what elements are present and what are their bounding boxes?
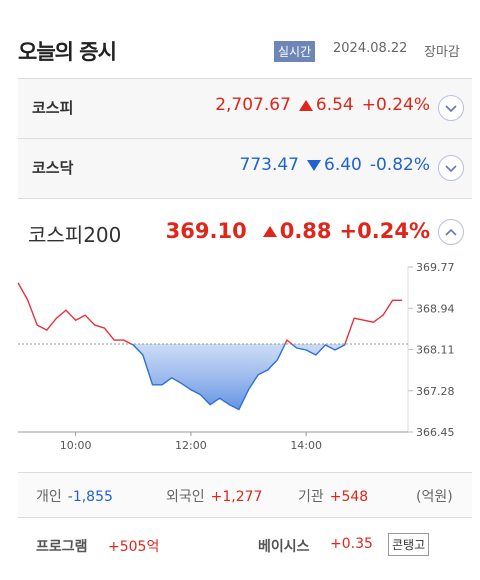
x-tick-label: 10:00 [60, 439, 92, 452]
price-line [17, 282, 403, 411]
index-value: 2,707.67 [215, 95, 291, 115]
index-name: 코스피200 [28, 223, 122, 247]
area-below-reference [131, 344, 345, 410]
index-change: 0.88 [262, 219, 332, 243]
basis-label: 베이시스 [258, 539, 310, 555]
chevron-line [445, 228, 457, 236]
investor-label: 개인 [36, 489, 62, 505]
up-arrow [298, 100, 313, 111]
down-arrow [307, 160, 321, 171]
change-amount: 0.88 [279, 219, 332, 243]
toggle-button[interactable] [438, 219, 464, 245]
change-amount: 6.54 [315, 95, 354, 115]
index-name: 코스닥 [32, 159, 74, 177]
investor: 기관 +548 [298, 486, 368, 506]
investor-label: 기관 [298, 489, 324, 505]
change-rate: +0.24% [339, 219, 430, 243]
date: 2024.08.22 [333, 41, 408, 56]
chevron [445, 105, 457, 113]
change-amount: 6.40 [324, 155, 362, 175]
toggle-button[interactable] [438, 95, 464, 121]
program-label: 프로그램 [36, 539, 88, 555]
arrow-shape [298, 100, 313, 111]
investor-value: +1,277 [210, 489, 263, 505]
arrow-shape [307, 160, 321, 171]
index-values: 773.47 6.40 -0.82% [240, 155, 430, 175]
investor: 개인 -1,855 [36, 486, 113, 506]
x-tick-label: 12:00 [175, 439, 207, 452]
investor-value: -1,855 [67, 489, 113, 505]
y-tick-label: 367.28 [416, 385, 455, 398]
index-value: 369.10 [165, 219, 247, 243]
widget-title: 오늘의 증시 [18, 40, 117, 64]
index-row: 코스피200 369.10 0.88 +0.24% [18, 198, 472, 267]
investor-value: +548 [329, 489, 369, 505]
chevron [445, 165, 457, 173]
arrow-shape [262, 226, 277, 237]
toggle-button[interactable] [438, 155, 464, 181]
index-values: 2,707.67 6.54 +0.24% [215, 95, 430, 115]
y-tick-label: 366.45 [416, 426, 455, 439]
y-tick-label: 368.11 [416, 344, 455, 357]
index-change: 6.54 [298, 95, 354, 115]
realtime-badge: 실시간 [274, 41, 316, 62]
y-tick-label: 368.94 [416, 302, 455, 315]
chevron-line [445, 105, 457, 113]
change-rate: -0.82% [369, 155, 430, 175]
basis-value: +0.35 [330, 536, 373, 552]
index-row: 코스닥 773.47 6.40 -0.82% [18, 138, 472, 199]
investor-label: 외국인 [166, 489, 205, 505]
unit: (억원) [416, 489, 453, 505]
index-name: 코스피 [32, 99, 74, 117]
x-tick-label: 14:00 [290, 439, 322, 452]
investor-flow: 개인 -1,855 외국인 +1,277 기관 +548 (억원) [18, 472, 472, 518]
market-status: 장마감 [424, 45, 460, 60]
up-arrow [262, 226, 277, 237]
index-value: 773.47 [239, 155, 299, 175]
program-value: +505억 [108, 539, 160, 555]
investor: 외국인 +1,277 [166, 486, 262, 506]
index-change: 6.40 [307, 155, 362, 175]
change-rate: +0.24% [361, 95, 430, 115]
basis-state: 콘탱고 [388, 533, 430, 556]
y-tick-label: 369.77 [416, 261, 455, 274]
index-row: 코스피 2,707.67 6.54 +0.24% [18, 78, 472, 139]
intraday-chart: 366.45 367.28 368.11 368.94 369.77 10:00 12:00… [17, 261, 455, 452]
chevron-line [445, 165, 457, 173]
chevron [445, 228, 457, 236]
index-values: 369.10 0.88 +0.24% [166, 219, 430, 243]
